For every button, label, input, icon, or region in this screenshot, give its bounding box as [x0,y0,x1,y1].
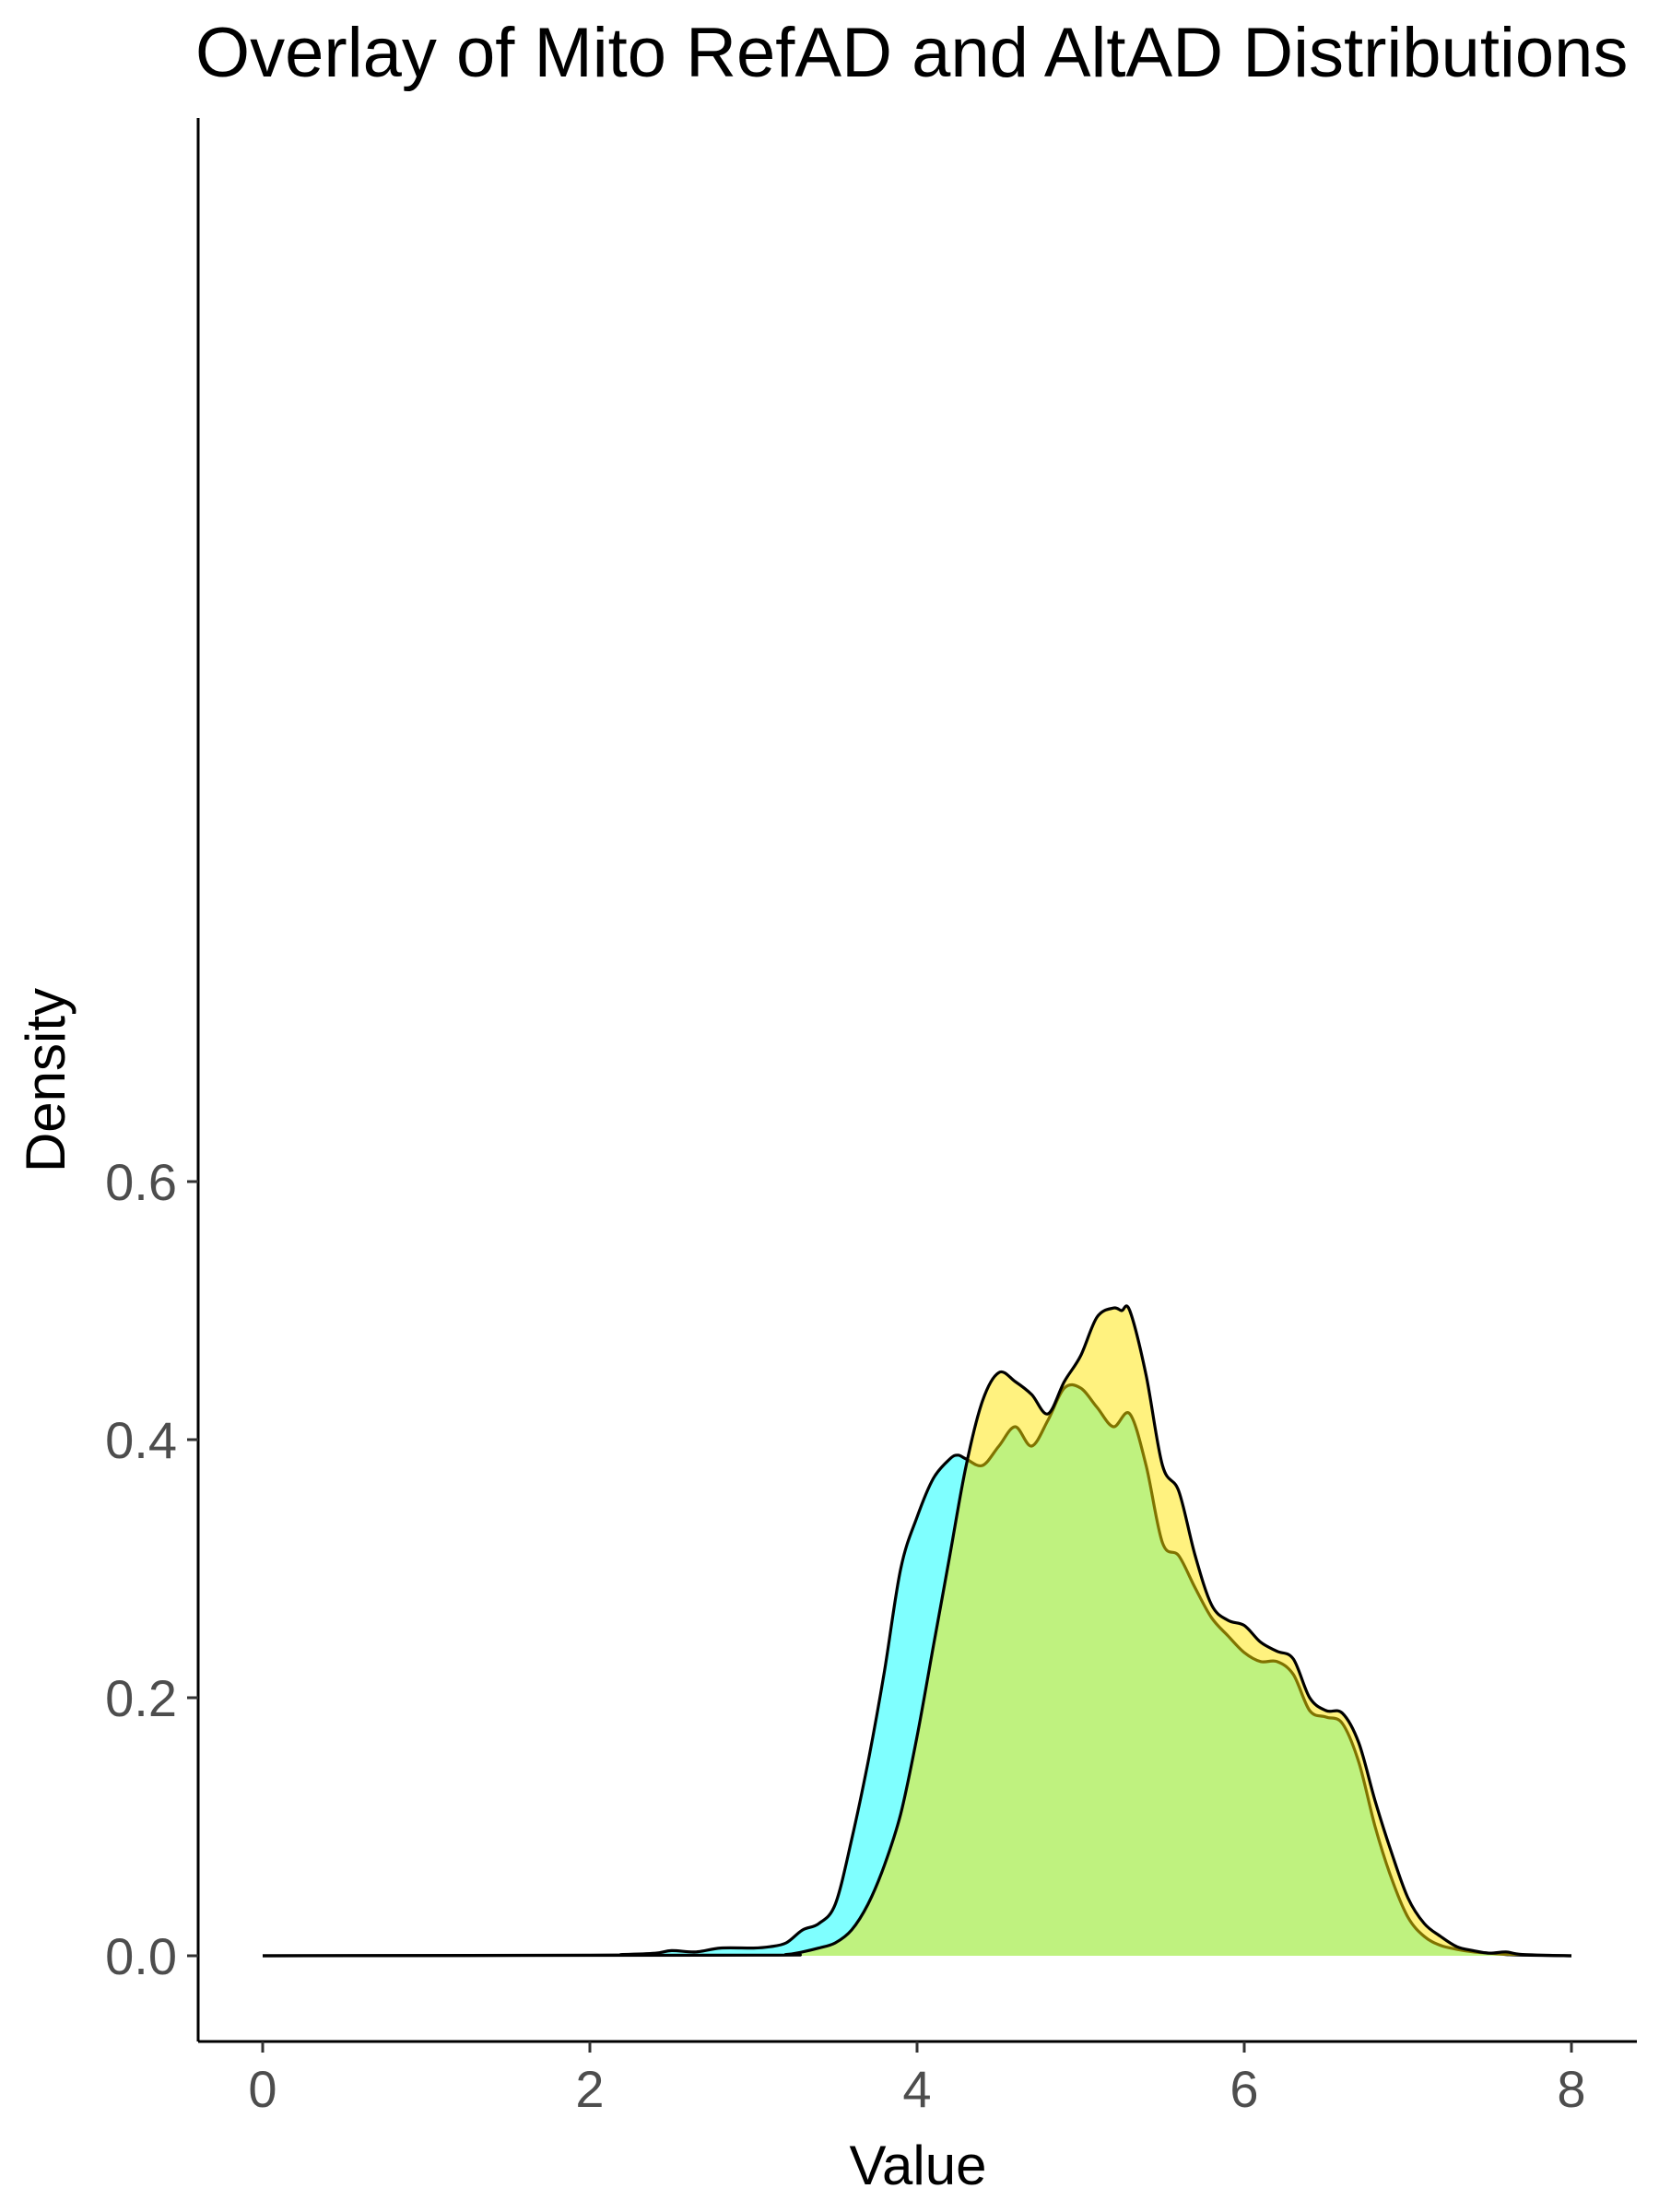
y-axis-label: Density [15,988,76,1172]
y-ticks: 0.0 0.2 0.4 0.6 [105,1153,198,1985]
y-tick-label: 0.4 [105,1411,177,1469]
x-tick-label: 6 [1230,2060,1258,2118]
density-line-altad [262,1304,1572,1958]
y-tick-label: 0.2 [105,1669,177,1727]
x-ticks: 0 2 4 6 8 [248,2041,1586,2118]
x-tick-label: 0 [248,2060,276,2118]
chart-title: Overlay of Mito RefAD and AltAD Distribu… [195,14,1628,92]
x-tick-label: 4 [902,2060,931,2118]
x-axis-label: Value [849,2135,986,2196]
y-tick-label: 0.0 [105,1927,177,1985]
density-area-altad [263,1305,1571,1956]
x-tick-label: 2 [575,2060,604,2118]
x-tick-label: 8 [1557,2060,1585,2118]
y-tick-label: 0.6 [105,1153,177,1211]
series-layer [262,1304,1572,1958]
